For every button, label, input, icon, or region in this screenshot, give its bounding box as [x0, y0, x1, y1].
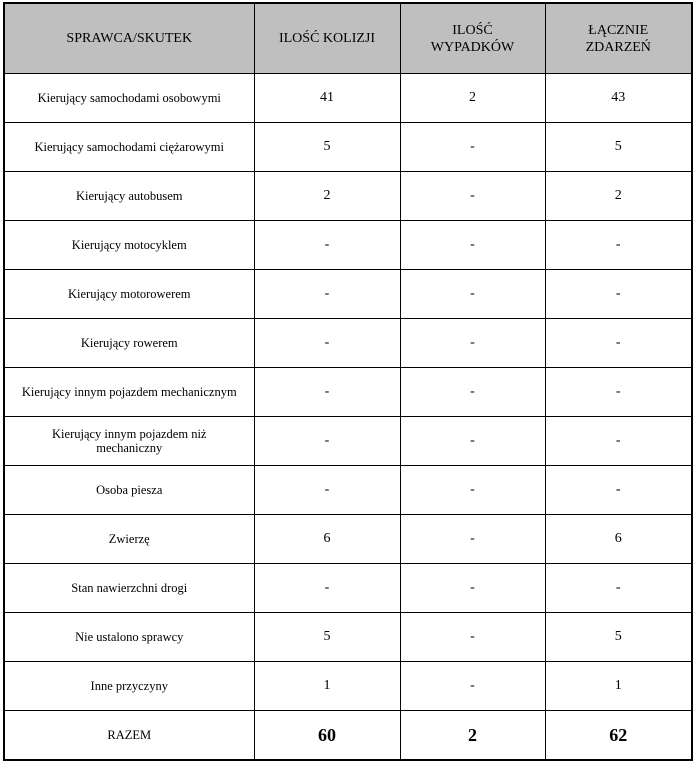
total-cell: -	[544, 220, 693, 270]
header-collisions: ILOŚĆ KOLIZJI	[253, 2, 401, 74]
total-cell: 2	[544, 171, 693, 221]
perpetrator-cell: Kierujący motocyklem	[3, 220, 255, 270]
header-total-events: ŁĄCZNIE ZDARZEŃ	[544, 2, 693, 74]
accidents-cell: -	[399, 465, 546, 515]
total-cell: -	[544, 563, 693, 613]
perpetrator-cell: Osoba piesza	[3, 465, 255, 515]
perpetrator-cell: Kierujący autobusem	[3, 171, 255, 221]
total-collisions-cell: 60	[253, 710, 401, 761]
collisions-cell: -	[253, 220, 401, 270]
table-row: Kierujący samochodami osobowymi 41 2 43	[3, 73, 693, 123]
collisions-cell: 6	[253, 514, 401, 564]
total-cell: -	[544, 318, 693, 368]
accidents-cell: -	[399, 220, 546, 270]
total-cell: 5	[544, 612, 693, 662]
collisions-cell: -	[253, 416, 401, 466]
table-row: Kierujący innym pojazdem niż mechaniczny…	[3, 416, 693, 466]
total-accidents-cell: 2	[399, 710, 546, 761]
table-row: Nie ustalono sprawcy 5-5	[3, 612, 693, 662]
table-row: Inne przyczyny 1-1	[3, 661, 693, 711]
total-total-cell: 62	[544, 710, 693, 761]
table-row: Kierujący autobusem 2-2	[3, 171, 693, 221]
total-row: RAZEM 60 2 62	[3, 710, 693, 761]
table-row: Stan nawierzchni drogi - - -	[3, 563, 693, 613]
total-perpetrator-cell: RAZEM	[3, 710, 255, 761]
header-accidents: ILOŚĆ WYPADKÓW	[399, 2, 546, 74]
collisions-cell: 41	[253, 73, 401, 123]
accidents-cell: -	[399, 171, 546, 221]
perpetrator-cell: Kierujący rowerem	[3, 318, 255, 368]
collisions-cell: 5	[253, 122, 401, 172]
total-cell: 43	[544, 73, 693, 123]
table-row: Kierujący motorowerem - - -	[3, 269, 693, 319]
perpetrator-cell: Kierujący innym pojazdem niż mechaniczny	[3, 416, 255, 466]
collisions-cell: -	[253, 465, 401, 515]
accidents-cell: -	[399, 661, 546, 711]
perpetrator-cell: Nie ustalono sprawcy	[3, 612, 255, 662]
total-cell: -	[544, 367, 693, 417]
perpetrator-cell: Kierujący motorowerem	[3, 269, 255, 319]
table-row: Kierujący samochodami ciężarowymi 5-5	[3, 122, 693, 172]
perpetrator-cell: Kierujący innym pojazdem mechanicznym	[3, 367, 255, 417]
collisions-cell: 1	[253, 661, 401, 711]
accidents-cell: -	[399, 269, 546, 319]
accidents-cell: -	[399, 416, 546, 466]
table-row: Osoba piesza - - -	[3, 465, 693, 515]
total-cell: -	[544, 465, 693, 515]
perpetrator-cell: Zwierzę	[3, 514, 255, 564]
total-cell: -	[544, 416, 693, 466]
accidents-cell: -	[399, 122, 546, 172]
table-row: Kierujący motocyklem - - -	[3, 220, 693, 270]
header-row: SPRAWCA/SKUTEK ILOŚĆ KOLIZJI ILOŚĆ WYPAD…	[3, 2, 693, 74]
incidents-table: SPRAWCA/SKUTEK ILOŚĆ KOLIZJI ILOŚĆ WYPAD…	[3, 2, 693, 761]
accidents-cell: -	[399, 318, 546, 368]
accidents-cell: -	[399, 563, 546, 613]
collisions-cell: -	[253, 563, 401, 613]
collisions-cell: 5	[253, 612, 401, 662]
accidents-cell: -	[399, 367, 546, 417]
header-perpetrator: SPRAWCA/SKUTEK	[3, 2, 255, 74]
perpetrator-cell: Kierujący samochodami osobowymi	[3, 73, 255, 123]
collisions-cell: -	[253, 367, 401, 417]
total-cell: 1	[544, 661, 693, 711]
table-row: Zwierzę 6-6	[3, 514, 693, 564]
accidents-cell: -	[399, 612, 546, 662]
total-cell: -	[544, 269, 693, 319]
table-row: Kierujący rowerem - - -	[3, 318, 693, 368]
perpetrator-cell: Inne przyczyny	[3, 661, 255, 711]
perpetrator-cell: Kierujący samochodami ciężarowymi	[3, 122, 255, 172]
accidents-cell: 2	[399, 73, 546, 123]
table-row: Kierujący innym pojazdem mechanicznym - - -	[3, 367, 693, 417]
collisions-cell: 2	[253, 171, 401, 221]
total-cell: 6	[544, 514, 693, 564]
total-cell: 5	[544, 122, 693, 172]
collisions-cell: -	[253, 269, 401, 319]
collisions-cell: -	[253, 318, 401, 368]
accidents-cell: -	[399, 514, 546, 564]
perpetrator-cell: Stan nawierzchni drogi	[3, 563, 255, 613]
